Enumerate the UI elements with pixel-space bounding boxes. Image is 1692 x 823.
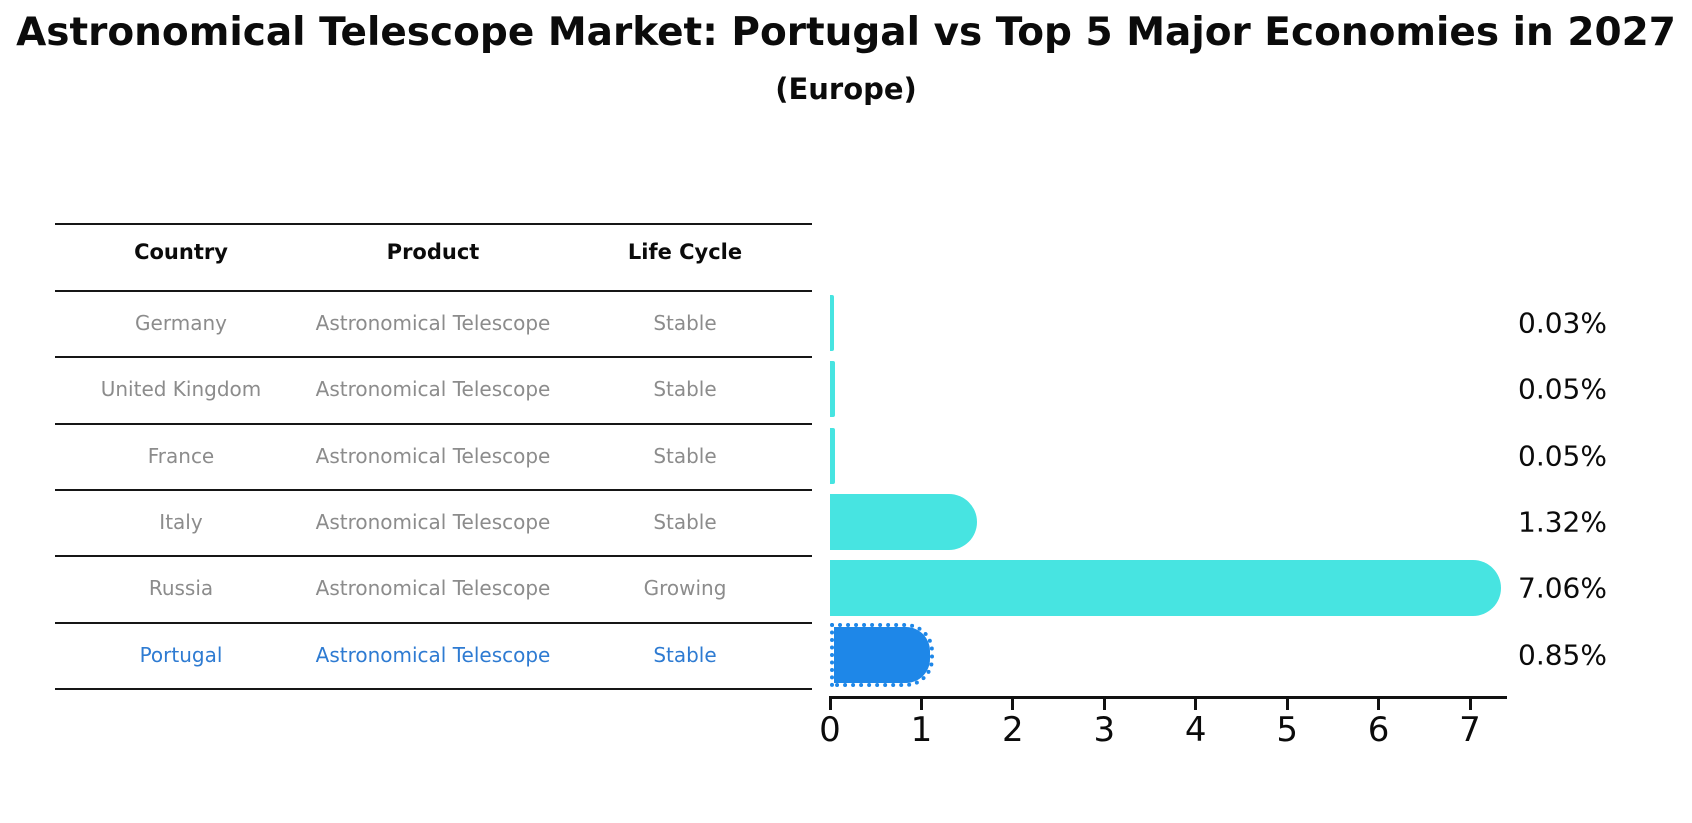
table-cell-lifecycle: Stable	[653, 642, 717, 667]
table-cell-country: France	[147, 443, 215, 468]
value-label: 1.32%	[1518, 505, 1607, 539]
table-rule-line	[55, 356, 812, 359]
value-label: 0.85%	[1518, 638, 1607, 672]
x-axis-tick	[1468, 696, 1472, 710]
x-axis-tick-label: 7	[1459, 710, 1481, 750]
table-cell-lifecycle: Growing	[643, 576, 727, 601]
value-label: 7.06%	[1518, 571, 1607, 605]
bar-russia	[830, 560, 1502, 617]
x-axis-tick	[1377, 696, 1381, 710]
value-label: 0.05%	[1518, 372, 1607, 406]
table-cell-country: Germany	[135, 311, 227, 335]
table-rule-line	[55, 555, 812, 558]
table-row: Germany Astronomical Telescope Stable 0.…	[0, 290, 1692, 356]
table-header-product: Product	[386, 240, 480, 264]
table-header-country: Country	[134, 240, 228, 264]
x-axis-tick-label: 1	[910, 710, 933, 750]
value-label: 0.03%	[1518, 306, 1607, 340]
x-axis-tick	[1285, 696, 1289, 710]
table-rule-line	[55, 223, 812, 225]
value-label: 0.05%	[1518, 439, 1607, 473]
table-cell-lifecycle: Stable	[653, 443, 717, 468]
table-rule-line	[55, 488, 812, 491]
table-cell-lifecycle: Stable	[653, 509, 717, 534]
table-cell-lifecycle: Stable	[653, 311, 717, 335]
table-rule-line	[55, 422, 812, 425]
bar-france	[830, 427, 835, 484]
table-cell-country: Russia	[148, 576, 214, 601]
table-cell-country: Italy	[159, 509, 203, 534]
page-subtitle: (Europe)	[775, 72, 917, 106]
table-cell-product: Astronomical Telescope	[315, 509, 551, 534]
table-cell-product: Astronomical Telescope	[315, 443, 551, 468]
table-row: Portugal Astronomical Telescope Stable 0…	[0, 622, 1692, 688]
x-axis-tick	[828, 696, 832, 710]
table-cell-country: United Kingdom	[100, 377, 262, 402]
x-axis-tick-label: 4	[1184, 710, 1207, 750]
table-row: Russia Astronomical Telescope Growing 7.…	[0, 555, 1692, 621]
table-cell-country: Portugal	[139, 642, 223, 667]
x-axis-tick-label: 2	[1002, 710, 1024, 750]
x-axis-tick-label: 0	[819, 710, 841, 750]
table-cell-product: Astronomical Telescope	[315, 576, 551, 601]
bar-united-kingdom	[830, 361, 835, 418]
page-title: Astronomical Telescope Market: Portugal …	[16, 10, 1676, 55]
bar-portugal	[830, 622, 934, 687]
table-cell-product: Astronomical Telescope	[315, 311, 551, 335]
table-cell-product: Astronomical Telescope	[315, 377, 551, 402]
x-axis-tick	[1011, 696, 1015, 710]
table-cell-product: Astronomical Telescope	[315, 642, 551, 667]
x-axis-tick-label: 5	[1276, 710, 1298, 750]
table-row: United Kingdom Astronomical Telescope St…	[0, 356, 1692, 422]
x-axis-tick	[1194, 696, 1198, 710]
bar-italy	[830, 493, 977, 550]
table-rule-line	[55, 621, 812, 624]
x-axis-tick-label: 6	[1367, 710, 1390, 750]
table-header-lifecycle: Life Cycle	[627, 240, 743, 264]
x-axis-tick	[919, 696, 923, 710]
table-rule-line	[55, 687, 812, 690]
bar-germany	[830, 295, 834, 351]
x-axis-line	[830, 696, 1507, 699]
x-axis-tick	[1102, 696, 1106, 710]
table-rule-line	[55, 290, 812, 292]
table-row: France Astronomical Telescope Stable 0.0…	[0, 423, 1692, 489]
table-row: Italy Astronomical Telescope Stable 1.32…	[0, 489, 1692, 555]
table-cell-lifecycle: Stable	[653, 377, 717, 402]
x-axis-tick-label: 3	[1093, 710, 1116, 750]
